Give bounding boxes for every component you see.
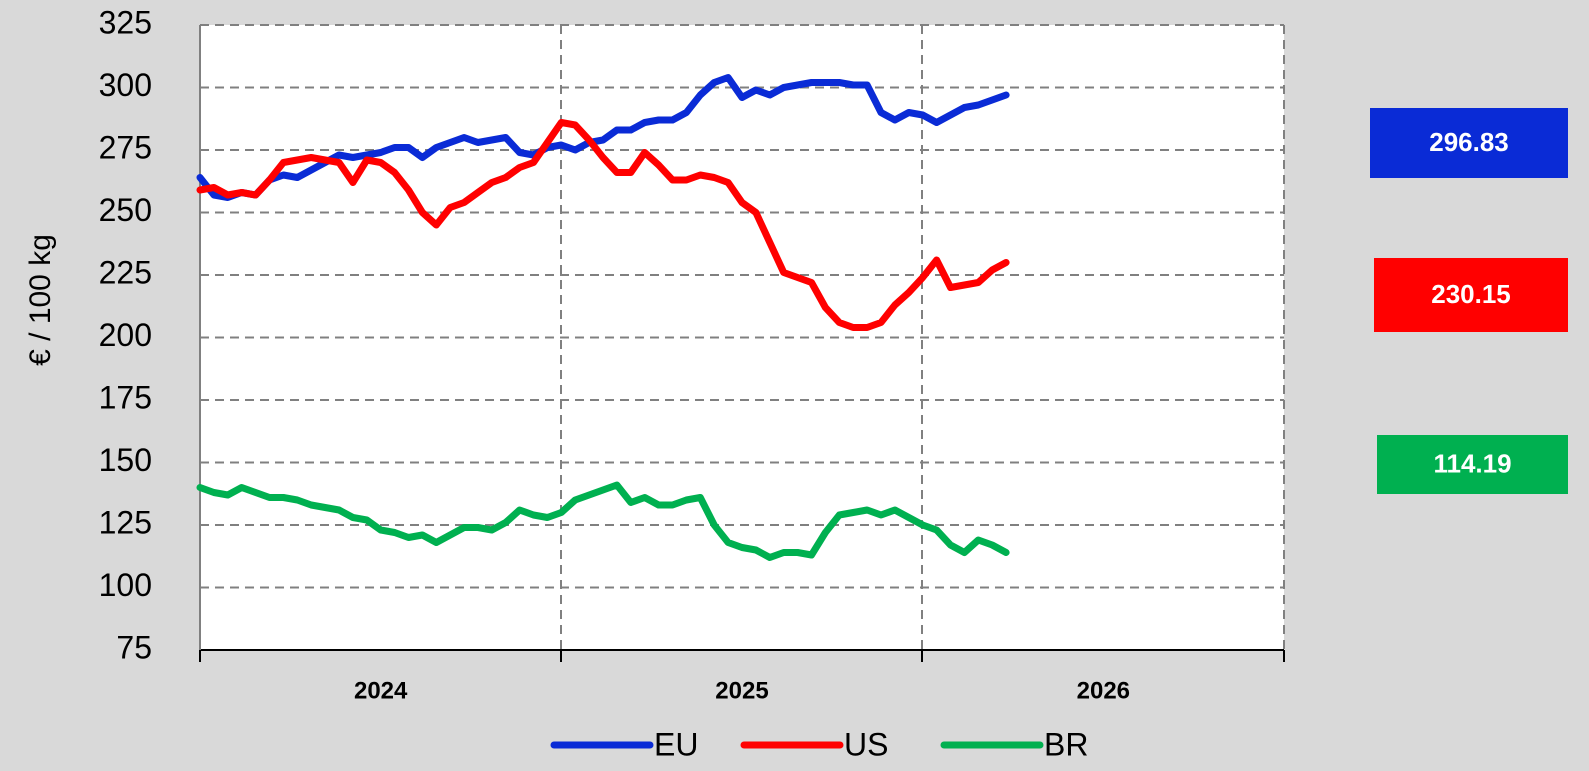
y-tick-label: 100 [99,567,152,603]
y-tick-label: 225 [99,254,152,290]
y-tick-label: 175 [99,379,152,415]
latest-value: 230.15 [1431,279,1511,309]
y-tick-label: 250 [99,192,152,228]
y-tick-label: 300 [99,67,152,103]
legend-label: BR [1044,726,1088,762]
series-line [196,74,1010,201]
y-tick-label: 275 [99,129,152,165]
x-tick-label: 2025 [715,677,768,704]
latest-box [1377,435,1568,494]
x-tick-label: 2026 [1077,677,1130,704]
latest-value: 114.19 [1433,448,1511,478]
y-tick-label: 200 [99,317,152,353]
legend-label: EU [654,726,698,762]
y-tick-label: 75 [116,629,152,665]
x-tick-label: 2024 [354,677,408,704]
x-ticks [199,650,1285,662]
series-line [196,481,1010,561]
latest-box [1374,258,1568,332]
latest-box [1370,108,1568,178]
legend-label: US [844,726,888,762]
y-tick-label: 125 [99,504,152,540]
y-axis-label: € / 100 kg [24,234,57,366]
latest-value: 296.83 [1429,127,1509,157]
y-tick-label: 325 [99,4,152,40]
series-line [196,119,1010,331]
y-tick-label: 150 [99,442,152,478]
